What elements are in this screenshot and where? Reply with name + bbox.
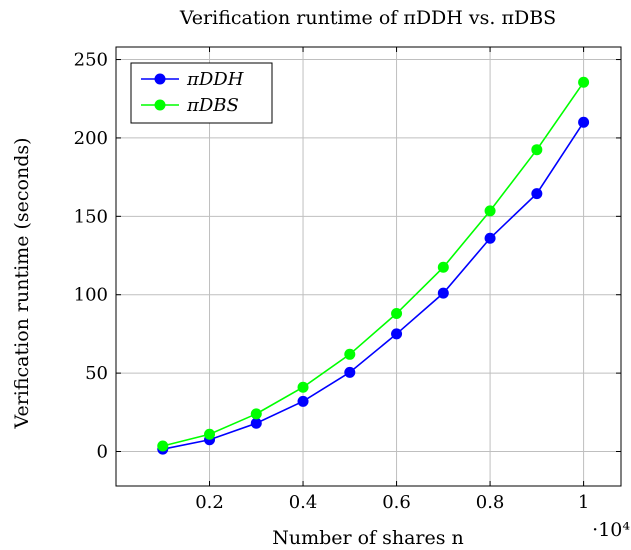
y-tick-label: 150 xyxy=(74,206,108,227)
x-tick-label: 0.2 xyxy=(195,492,224,513)
y-tick-label: 200 xyxy=(74,128,108,149)
data-point xyxy=(437,261,449,273)
series-layer xyxy=(157,76,590,455)
chart-title: Verification runtime of πDDH vs. πDBS xyxy=(179,7,556,29)
x-axis-multiplier: ·10⁴ xyxy=(592,519,630,541)
series-2 xyxy=(157,76,590,452)
data-point xyxy=(297,395,309,407)
legend-label: πDDH xyxy=(186,69,244,90)
data-point xyxy=(250,408,262,420)
x-tick-label: 0.8 xyxy=(476,492,505,513)
y-tick-label: 250 xyxy=(74,50,108,71)
data-point xyxy=(250,417,262,429)
legend-swatch-marker xyxy=(154,73,166,85)
x-tick-label: 1 xyxy=(578,492,589,513)
y-tick-label: 0 xyxy=(97,442,108,463)
legend: πDDH πDBS xyxy=(130,62,273,124)
grid-lines xyxy=(116,47,621,486)
y-axis-label: Verification runtime (seconds) xyxy=(11,137,33,429)
data-point xyxy=(531,188,543,200)
series-line xyxy=(162,81,585,447)
data-point xyxy=(204,428,216,440)
data-point xyxy=(157,440,169,452)
legend-label: πDBS xyxy=(186,95,239,116)
data-point xyxy=(578,116,590,128)
legend-swatch-marker xyxy=(154,99,166,111)
data-point xyxy=(344,348,356,360)
y-tick-label: 50 xyxy=(85,363,108,384)
data-point xyxy=(531,144,543,156)
y-tick-label: 100 xyxy=(74,285,108,306)
plot-frame xyxy=(115,46,622,487)
data-point xyxy=(344,366,356,378)
data-point xyxy=(484,205,496,217)
data-point xyxy=(391,308,403,320)
data-point xyxy=(391,328,403,340)
data-point xyxy=(578,76,590,88)
data-point xyxy=(297,381,309,393)
series-1 xyxy=(157,116,590,455)
x-axis-label: Number of shares n xyxy=(272,527,464,549)
series-line xyxy=(162,121,585,450)
data-point xyxy=(437,287,449,299)
x-tick-label: 0.6 xyxy=(382,492,411,513)
axis-ticks: 0.2 0.4 0.6 0.8 1 0 50 100 150 200 250 xyxy=(74,47,621,513)
legend-box xyxy=(130,62,273,124)
x-tick-label: 0.4 xyxy=(289,492,318,513)
data-point xyxy=(484,232,496,244)
